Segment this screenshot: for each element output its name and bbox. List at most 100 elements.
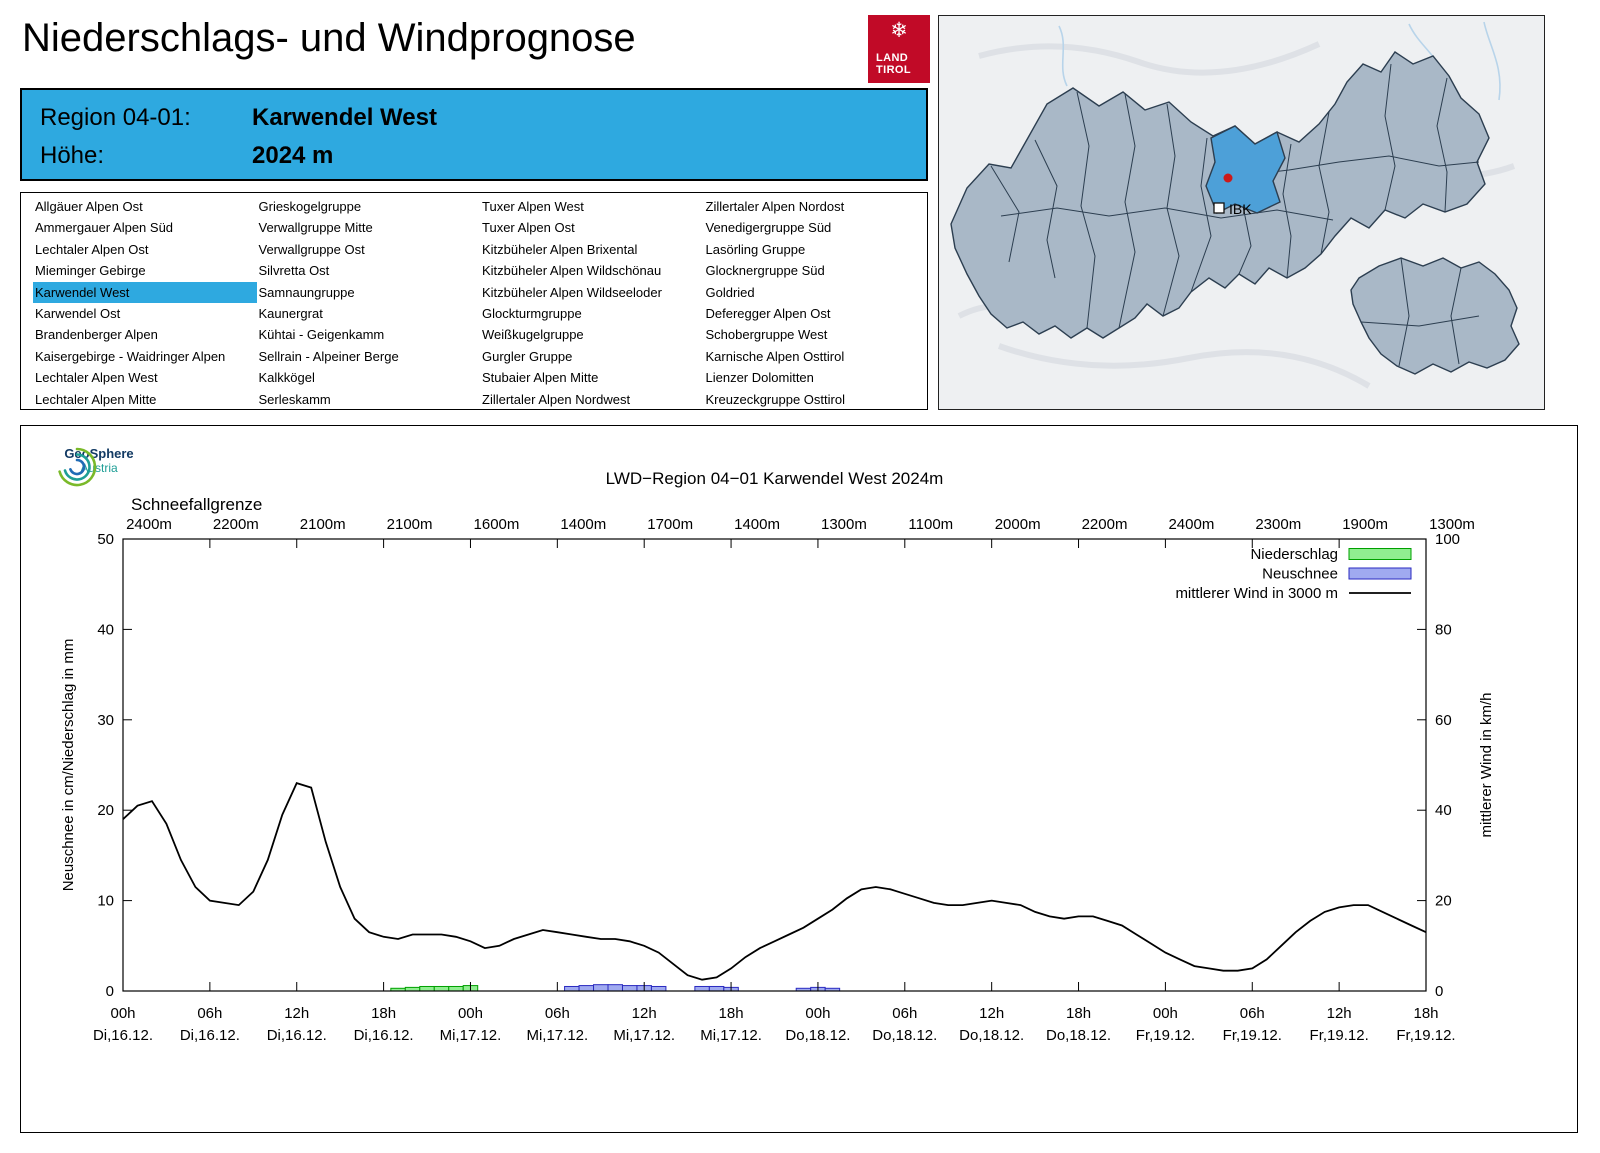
- region-list-item[interactable]: Glocknergruppe Süd: [705, 263, 825, 279]
- region-column: Allgäuer Alpen Ost Ammergauer Alpen Süd Le…: [33, 196, 257, 409]
- snowline-value: 1100m: [908, 516, 953, 533]
- neuschnee-bar: [607, 984, 623, 992]
- x-axis-date-label: Di,16.12.: [180, 1027, 240, 1044]
- region-list-item[interactable]: Kreuzeckgruppe Osttirol: [705, 391, 845, 407]
- neuschnee-bar: [578, 985, 595, 992]
- region-list-item[interactable]: Mieminger Gebirge: [35, 263, 146, 279]
- region-label: Region 04-01:: [40, 104, 191, 131]
- region-list-item[interactable]: Gurgler Gruppe: [482, 348, 573, 364]
- snowline-value: 1900m: [1342, 516, 1388, 533]
- region-list-item[interactable]: Verwallgruppe Ost: [258, 241, 365, 257]
- land-tirol-logo: ❄ LAND TIROL: [868, 15, 930, 83]
- neuschnee-bar: [564, 985, 580, 992]
- x-axis-date-label: Mi,17.12.: [440, 1027, 502, 1044]
- region-list-item[interactable]: Brandenberger Alpen: [35, 327, 158, 343]
- x-axis-date-label: Do,18.12.: [872, 1027, 937, 1044]
- region-list-item[interactable]: Ammergauer Alpen Süd: [35, 220, 174, 236]
- hoehe-value: 2024 m: [252, 142, 334, 169]
- region-list-item[interactable]: Stubaier Alpen Mitte: [482, 370, 599, 386]
- region-list-item[interactable]: Deferegger Alpen Ost: [705, 305, 831, 321]
- region-list-item[interactable]: Tuxer Alpen West: [482, 199, 584, 214]
- region-list-item[interactable]: Kitzbüheler Alpen Wildschönau: [482, 263, 662, 279]
- district-borders: [990, 63, 1480, 367]
- legend-label: Niederschlag: [1250, 546, 1338, 563]
- x-axis-date-label: Di,16.12.: [267, 1027, 327, 1044]
- region-list-item[interactable]: Kühtai - Geigenkamm: [258, 327, 385, 343]
- x-axis-time-label: 00h: [1153, 1005, 1178, 1022]
- niederschlag-bar: [448, 985, 464, 992]
- region-list-item[interactable]: Sellrain - Alpeiner Berge: [258, 348, 399, 364]
- region-list-item[interactable]: Kitzbüheler Alpen Brixental: [482, 241, 638, 257]
- region-list-item[interactable]: Weißkugelgruppe: [482, 327, 584, 343]
- snowline-value: 1300m: [821, 516, 867, 533]
- region-list-item[interactable]: Verwallgruppe Mitte: [258, 220, 373, 236]
- region-list-item[interactable]: Samnaungruppe: [258, 284, 355, 300]
- region-list-item[interactable]: Kaisergebirge - Waidringer Alpen: [35, 348, 226, 364]
- region-list-item[interactable]: Zillertaler Alpen Nordwest: [482, 391, 631, 407]
- region-list-item[interactable]: Serleskamm: [258, 391, 331, 407]
- y-axis-right-tick-label: 20: [1435, 893, 1452, 910]
- x-axis-time-label: 12h: [979, 1005, 1004, 1022]
- region-list-item[interactable]: Lechtaler Alpen Mitte: [35, 391, 157, 407]
- region-list-item[interactable]: Lechtaler Alpen West: [35, 370, 158, 386]
- region-header: Region 04-01: Karwendel West Höhe: 2024 m: [20, 88, 928, 181]
- region-list-item[interactable]: Karnische Alpen Osttirol: [705, 348, 845, 364]
- y-axis-left-title: Neuschnee in cm/Niederschlag in mm: [60, 639, 77, 892]
- snowline-label: Schneefallgrenze: [131, 495, 262, 514]
- x-axis-date-label: Fr,19.12.: [1310, 1027, 1369, 1044]
- neuschnee-bar: [708, 985, 725, 992]
- x-axis-time-label: 00h: [805, 1005, 830, 1022]
- x-axis-time-label: 06h: [1240, 1005, 1265, 1022]
- logo-text-tirol: TIROL: [876, 64, 911, 76]
- x-axis-time-label: 06h: [892, 1005, 917, 1022]
- land-tirol-logo-text: LAND TIROL: [876, 52, 911, 76]
- region-list-item[interactable]: Schobergruppe West: [705, 327, 828, 343]
- region-list-item[interactable]: Lasörling Gruppe: [705, 241, 806, 257]
- y-axis-left-tick-label: 20: [97, 802, 114, 819]
- neuschnee-bar: [593, 984, 609, 992]
- region-list-item[interactable]: Lienzer Dolomitten: [705, 370, 814, 386]
- map-highlight-region-karwendel-west[interactable]: [1205, 125, 1286, 214]
- region-list-item[interactable]: Karwendel West: [33, 281, 257, 303]
- region-list-item[interactable]: Glockturmgruppe: [482, 305, 582, 321]
- x-axis-time-label: 00h: [458, 1005, 483, 1022]
- x-axis-time-label: 18h: [719, 1005, 744, 1022]
- x-axis-date-label: Mi,17.12.: [613, 1027, 675, 1044]
- x-axis-date-label: Di,16.12.: [354, 1027, 414, 1044]
- region-list-item[interactable]: Kalkkögel: [258, 370, 315, 386]
- terrain-ridge: [978, 41, 1321, 76]
- region-list-item[interactable]: Kaunergrat: [258, 305, 323, 321]
- region-list-item[interactable]: Goldried: [705, 284, 755, 300]
- region-list-item[interactable]: Silvretta Ost: [258, 263, 330, 279]
- snowline-value: 2100m: [300, 516, 346, 533]
- snowline-value: 2400m: [126, 516, 172, 533]
- region-header-row: Höhe: 2024 m: [40, 137, 926, 175]
- x-axis-date-label: Fr,19.12.: [1136, 1027, 1195, 1044]
- y-axis-left-tick-label: 10: [97, 893, 114, 910]
- niederschlag-bar: [419, 985, 435, 992]
- region-list-item[interactable]: Venedigergruppe Süd: [705, 220, 832, 236]
- region-value: Karwendel West: [252, 104, 437, 131]
- region-list-item[interactable]: Lechtaler Alpen Ost: [35, 241, 149, 257]
- region-list-item[interactable]: Karwendel Ost: [35, 305, 121, 321]
- geosphere-logo: GeoSphere Austria: [49, 444, 149, 487]
- region-column: Grieskogelgruppe Verwallgruppe Mitte Verwa…: [257, 196, 481, 409]
- plot-border: [122, 538, 1427, 992]
- geosphere-swirl-icon: [58, 447, 97, 487]
- region-list-item[interactable]: Zillertaler Alpen Nordost: [705, 199, 845, 214]
- snowline-value: 1400m: [734, 516, 780, 533]
- snowline-value: 2400m: [1168, 516, 1214, 533]
- x-axis-date-label: Do,18.12.: [1046, 1027, 1111, 1044]
- y-axis-right-tick-label: 60: [1435, 712, 1452, 729]
- region-list-item[interactable]: Grieskogelgruppe: [258, 199, 362, 214]
- region-list-item[interactable]: Tuxer Alpen Ost: [482, 220, 575, 236]
- x-axis-time-label: 06h: [197, 1005, 222, 1022]
- station-marker-dot: [1223, 173, 1233, 183]
- x-axis-time-label: 12h: [632, 1005, 657, 1022]
- region-list-item[interactable]: Allgäuer Alpen Ost: [35, 199, 143, 214]
- tirol-map-svg: IBK: [939, 16, 1544, 409]
- legend-swatch: [1348, 567, 1412, 580]
- x-axis-date-label: Do,18.12.: [785, 1027, 850, 1044]
- east-tyrol-region: [1350, 257, 1520, 375]
- region-list-item[interactable]: Kitzbüheler Alpen Wildseeloder: [482, 284, 662, 300]
